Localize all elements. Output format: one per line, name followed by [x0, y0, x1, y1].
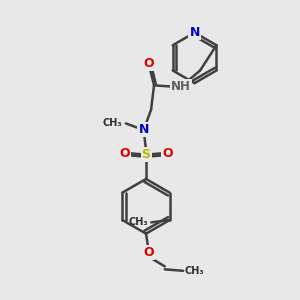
Text: S: S	[142, 148, 151, 161]
Text: O: O	[119, 147, 130, 160]
Text: N: N	[139, 123, 149, 136]
Text: N: N	[189, 26, 200, 39]
Text: O: O	[143, 247, 154, 260]
Text: CH₃: CH₃	[185, 266, 204, 276]
Text: NH: NH	[171, 80, 191, 93]
Text: O: O	[162, 147, 173, 160]
Text: CH₃: CH₃	[129, 218, 148, 227]
Text: O: O	[143, 58, 154, 70]
Text: CH₃: CH₃	[103, 118, 122, 128]
